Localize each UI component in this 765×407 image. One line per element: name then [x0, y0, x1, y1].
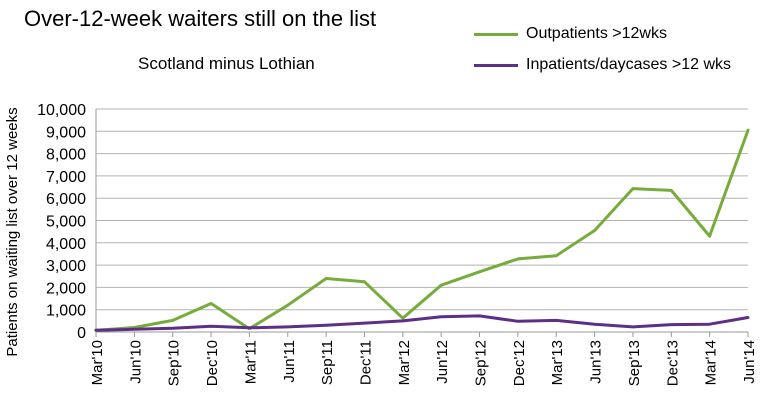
data-point	[363, 322, 366, 325]
gridlines	[96, 108, 748, 333]
legend-label-outpatients: Outpatients >12wks	[526, 25, 667, 42]
x-tick-label: Sep'12	[473, 340, 490, 386]
data-point	[171, 327, 174, 330]
y-tick-label: 8,000	[46, 147, 86, 164]
legend-label-inpatients: Inpatients/daycases >12 wks	[526, 56, 732, 73]
series-lines	[94, 128, 750, 332]
axes	[95, 109, 749, 337]
x-tick-label: Mar'11	[242, 340, 259, 384]
x-tick-label: Sep'13	[626, 340, 643, 386]
y-tick-label: 6,000	[46, 191, 86, 208]
x-tick-label: Jun'12	[434, 340, 451, 384]
x-tick-label: Mar'10	[89, 340, 106, 385]
data-point	[133, 328, 136, 331]
y-tick-label: 2,000	[46, 280, 86, 297]
y-axis-label: Patients on waiting list over 12 weeks	[4, 107, 21, 356]
data-point	[708, 235, 711, 238]
chart-title: Over-12-week waiters still on the list	[24, 6, 377, 31]
x-tick-label: Dec'12	[511, 340, 528, 386]
y-tick-label: 1,000	[46, 303, 86, 320]
data-point	[516, 320, 519, 323]
data-point	[210, 302, 213, 305]
x-tick-labels: Mar'10 Jun'10 Sep'10 Dec'10 Mar'11 Jun'11 Sep'…	[89, 340, 758, 386]
data-point	[401, 317, 404, 320]
y-tick-label: 10,000	[37, 102, 86, 119]
legend-swatch-outpatients	[474, 32, 518, 36]
x-tick-label: Sep'11	[319, 340, 336, 385]
x-tick-label: Dec'11	[357, 340, 374, 385]
y-tick-label: 9,000	[46, 124, 86, 141]
y-tick-label: 5,000	[46, 214, 86, 231]
data-point	[95, 329, 98, 332]
data-point	[478, 270, 481, 273]
x-tick-label: Dec'13	[664, 340, 681, 386]
data-point	[747, 316, 750, 319]
y-tick-labels: 0 1,000 2,000 3,000 4,000 5,000 6,000 7,000 8,00…	[37, 102, 86, 342]
data-point	[248, 326, 251, 329]
series-line-outpatients	[94, 128, 750, 332]
legend-swatch-inpatients	[474, 63, 518, 67]
x-tick-label: Jun'13	[588, 340, 605, 384]
x-tick-label: Jun'10	[127, 340, 144, 384]
data-point	[210, 325, 213, 328]
y-tick-label: 0	[77, 325, 86, 342]
data-point	[747, 129, 750, 132]
data-point	[555, 254, 558, 257]
x-tick-label: Mar'13	[549, 340, 566, 385]
data-point	[171, 319, 174, 322]
x-tick-label: Jun'11	[281, 340, 298, 383]
data-point	[325, 324, 328, 327]
data-point	[593, 323, 596, 326]
data-point	[631, 325, 634, 328]
data-point	[286, 304, 289, 307]
x-tick-label: Mar'14	[703, 340, 720, 385]
legend-item-outpatients: Outpatients >12wks	[474, 22, 667, 46]
data-point	[401, 319, 404, 322]
data-point	[286, 325, 289, 328]
data-point	[708, 323, 711, 326]
y-tick-label: 3,000	[46, 258, 86, 275]
data-point	[440, 284, 443, 287]
data-point	[516, 257, 519, 260]
data-point	[478, 314, 481, 317]
y-tick-label: 4,000	[46, 236, 86, 253]
data-point	[670, 323, 673, 326]
data-point	[593, 229, 596, 232]
x-tick-label: Jun'14	[741, 340, 758, 384]
data-point	[440, 315, 443, 318]
chart-subtitle: Scotland minus Lothian	[138, 54, 315, 73]
legend-item-inpatients: Inpatients/daycases >12 wks	[474, 53, 731, 77]
data-point	[631, 187, 634, 190]
data-point	[670, 189, 673, 192]
x-tick-label: Sep'10	[166, 340, 183, 386]
y-tick-label: 7,000	[46, 169, 86, 186]
x-tick-label: Mar'12	[396, 340, 413, 385]
data-point	[555, 319, 558, 322]
data-point	[363, 280, 366, 283]
data-point	[325, 277, 328, 280]
x-tick-label: Dec'10	[204, 340, 221, 386]
series-line-inpatients	[94, 314, 750, 332]
